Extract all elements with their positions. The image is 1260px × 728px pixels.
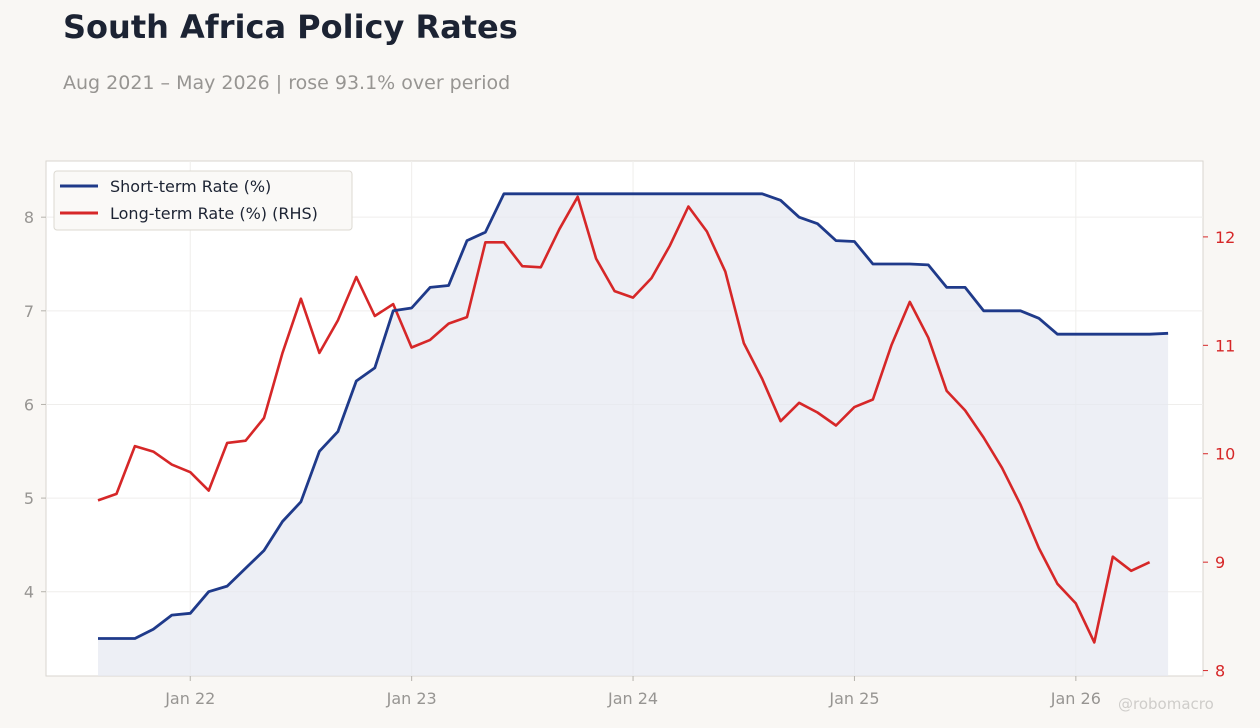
- right-tick-label: 8: [1215, 662, 1225, 681]
- left-tick-label: 4: [24, 583, 34, 602]
- long-term-rate-line: [97, 195, 1151, 644]
- x-tick-label: Jan 26: [1050, 689, 1101, 708]
- right-tick-label: 12: [1215, 228, 1235, 247]
- x-tick-label: Jan 24: [607, 689, 658, 708]
- short-term-rate-line: [98, 192, 1169, 640]
- right-tick-label: 9: [1215, 553, 1225, 572]
- short-rate-area-fill: [98, 193, 1169, 677]
- chart-title: South Africa Policy Rates: [63, 8, 518, 46]
- left-tick-label: 6: [24, 395, 34, 414]
- left-tick-label: 8: [24, 208, 34, 227]
- watermark: @robomacro: [1118, 695, 1214, 713]
- right-y-axis: 8 9 10 11 12: [1203, 228, 1235, 681]
- left-tick-label: 5: [24, 489, 34, 508]
- legend: Short-term Rate (%) Long-term Rate (%) (…: [53, 170, 353, 231]
- x-axis: Jan 22 Jan 23 Jan 24 Jan 25 Jan 26: [164, 676, 1101, 708]
- x-tick-label: Jan 25: [828, 689, 879, 708]
- x-tick-label: Jan 22: [164, 689, 215, 708]
- right-tick-label: 11: [1215, 336, 1235, 355]
- legend-label-short: Short-term Rate (%): [110, 177, 271, 196]
- right-tick-label: 10: [1215, 445, 1235, 464]
- left-y-axis: 4 5 6 7 8: [24, 208, 46, 602]
- legend-box: [53, 170, 353, 231]
- legend-label-long: Long-term Rate (%) (RHS): [110, 204, 318, 223]
- x-tick-label: Jan 23: [386, 689, 437, 708]
- chart-subtitle: Aug 2021 – May 2026 | rose 93.1% over pe…: [63, 72, 511, 94]
- left-tick-label: 7: [24, 302, 34, 321]
